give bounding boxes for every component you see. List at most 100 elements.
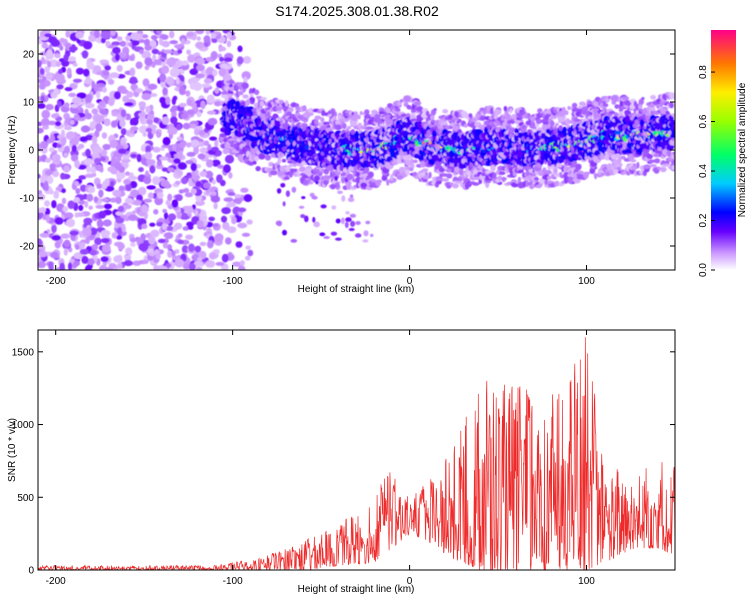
spectrogram-cell [254, 156, 260, 162]
spectrogram-cell [145, 127, 153, 133]
spectrogram-cell [535, 118, 542, 125]
spectrogram-cell [442, 109, 449, 114]
spectrogram-cell [162, 208, 168, 214]
spectrogram-cell [153, 264, 159, 270]
spectrogram-cell [186, 49, 192, 55]
spectrogram-cell [145, 145, 151, 155]
spectrogram-cell [194, 245, 202, 253]
spectrogram-cell [61, 188, 66, 194]
spectrogram-cell [78, 143, 85, 149]
spectrogram-cell [58, 68, 63, 75]
spectrogram-cell [125, 247, 133, 256]
spectrogram-cell [238, 90, 244, 96]
spectrogram-cell [112, 189, 122, 197]
spectrogram-cell [53, 190, 60, 199]
spectrogram-cell [205, 188, 210, 195]
spectrogram-cell [226, 226, 237, 234]
spectrogram-cell [59, 37, 66, 43]
spectrogram-cell [185, 205, 194, 215]
spectrogram-cell [165, 263, 172, 268]
spectrogram-cell [96, 218, 103, 228]
spectrogram-cell [49, 134, 55, 143]
spectrogram-cell [433, 108, 437, 112]
spectrogram-cell [50, 251, 59, 259]
spectrogram-cell [221, 253, 229, 263]
spectrogram-cell [94, 30, 100, 39]
spectrogram-cell [38, 59, 42, 68]
spectrogram-cell [45, 169, 53, 176]
spectrogram-cell [225, 237, 232, 245]
spectrogram-cell [188, 177, 193, 187]
spectrogram-cell [126, 129, 131, 137]
spectrogram-cell [211, 191, 217, 196]
spectrogram-cell [55, 121, 62, 127]
spectrogram-cell [177, 233, 183, 238]
spectrogram-cell [73, 113, 80, 121]
spectrogram-cell [157, 238, 166, 244]
spectrogram-cell [74, 159, 80, 169]
spectrogram-cell [138, 167, 144, 173]
spectrogram-cell [232, 261, 242, 267]
spectrogram-cell [161, 167, 168, 172]
spectrogram-cell [500, 116, 505, 121]
spectrogram-cell [180, 38, 186, 46]
spectrogram-cell [163, 212, 169, 220]
spectrogram-cell [141, 259, 149, 264]
spectrogram-cell [71, 97, 82, 104]
spectrogram-cell [156, 191, 164, 199]
spectrogram-cell [265, 154, 271, 161]
spectrogram-cell [47, 60, 52, 69]
spectrogram-cell [242, 56, 252, 64]
spectrogram-cell [176, 123, 182, 131]
spectrogram-cell [185, 160, 194, 165]
spectrogram-cell [113, 91, 121, 100]
spectrogram-cell [269, 170, 278, 176]
spectrogram-cell [212, 69, 218, 77]
spectrogram-cell [375, 179, 381, 187]
spectrogram-cell [470, 118, 479, 122]
spectrogram-cell [141, 223, 148, 229]
spectrogram-cell [226, 31, 232, 39]
spectrogram-cell [68, 92, 77, 98]
spectrogram-cell [46, 49, 53, 58]
spectrogram-cell [167, 250, 173, 258]
spectrogram-cell [249, 97, 256, 102]
spectrogram-cell [196, 36, 201, 41]
spectrogram-cell [104, 178, 110, 187]
spectrogram-cell [198, 129, 206, 136]
spectrogram-cell [111, 111, 119, 117]
spectrogram-cell [91, 243, 99, 250]
spectrogram-cell [174, 44, 183, 49]
spectrogram-cell [64, 87, 73, 92]
spectrogram-cell [47, 175, 54, 184]
spectrogram-cell [83, 68, 90, 77]
spectrogram-cell [370, 113, 375, 118]
spectrogram-cell [169, 30, 175, 39]
spectrogram-cell [220, 215, 228, 223]
spectrogram-cell [47, 120, 57, 126]
spectrogram-cell [564, 110, 569, 116]
spectrogram-cell [535, 184, 542, 189]
spectrogram-cell [211, 159, 221, 167]
spectrogram-cell [83, 40, 93, 50]
spectrogram-cell [107, 79, 115, 85]
spectrogram-cell [113, 255, 123, 263]
spectrogram-cell [167, 158, 175, 163]
spectrogram-cell [96, 91, 101, 99]
spectrogram-cell [143, 176, 152, 185]
spectrogram-cell [101, 237, 110, 244]
spectrogram-cell [205, 260, 216, 268]
spectrogram-cell [287, 107, 294, 113]
spectrogram-cell [196, 220, 204, 228]
spectrogram-cell [203, 182, 211, 189]
spectrogram-cell [91, 135, 98, 144]
spectrogram-cell [165, 199, 171, 206]
spectrogram-cell [105, 40, 111, 47]
spectrogram-cell [472, 182, 480, 186]
spectrogram-cell [87, 258, 95, 266]
spectrogram-cell [80, 184, 87, 192]
spectrogram-cell [321, 110, 326, 117]
spectrogram-cell [237, 45, 243, 53]
spectrogram-cell [79, 136, 88, 142]
spectrogram-cell [547, 175, 552, 180]
